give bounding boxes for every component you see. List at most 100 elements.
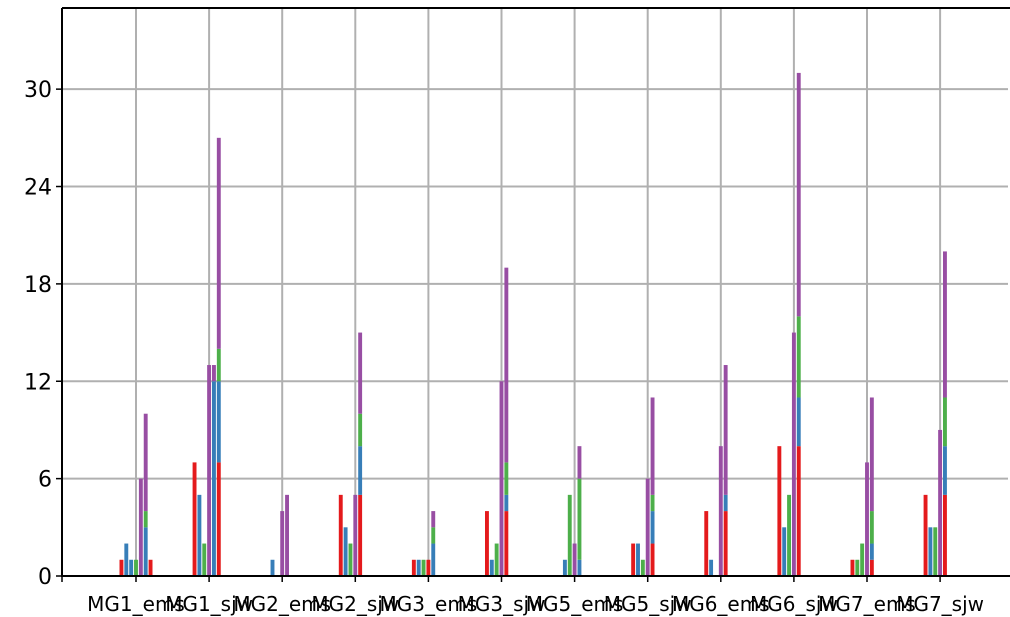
bar-segment	[869, 559, 874, 576]
bar-segment	[650, 511, 655, 544]
y-tick-label: 18	[24, 273, 52, 298]
bar-segment	[358, 332, 363, 414]
y-tick-label: 0	[38, 565, 52, 590]
bar-segment	[650, 397, 655, 495]
bar-segment	[485, 511, 489, 576]
bar-segment	[718, 446, 723, 576]
bar-segment	[640, 559, 645, 576]
bar-segment	[865, 462, 869, 576]
bar-segment	[431, 527, 436, 544]
bar-segment	[777, 446, 782, 576]
x-tick-label: MG3_sjw	[458, 592, 546, 616]
bar-segment	[796, 446, 801, 576]
bar-segment	[577, 446, 582, 479]
bar-segment	[869, 511, 874, 544]
bar-segment	[216, 381, 221, 463]
bar-segment	[494, 543, 499, 576]
bar-segment	[489, 559, 494, 576]
bar-segment	[869, 543, 874, 560]
x-tick-label: MG3_ems	[380, 592, 478, 616]
bar-segment	[723, 365, 728, 495]
labels-layer: 0612182430MG1_emsMG1_sjwMG2_emsMG2_sjwMG…	[24, 78, 984, 616]
bar-segment	[855, 559, 860, 576]
bar-segment	[796, 316, 801, 398]
bar-segment	[645, 478, 650, 576]
x-tick-label: MG6_sjw	[750, 592, 838, 616]
x-tick-label: MG2_sjw	[311, 592, 399, 616]
bar-segment	[704, 511, 709, 576]
bar-segment	[270, 559, 275, 576]
bar-segment	[504, 267, 509, 463]
bars-layer	[119, 72, 947, 576]
x-tick-label: MG5_sjw	[604, 592, 692, 616]
bar-segment	[280, 511, 285, 576]
x-tick-label: MG6_ems	[672, 592, 770, 616]
bar-segment	[143, 413, 148, 512]
bar-segment	[504, 462, 509, 495]
bar-segment	[504, 494, 509, 512]
bar-segment	[285, 494, 289, 576]
bar-segment	[869, 397, 874, 512]
y-tick-label: 6	[38, 468, 52, 493]
bar-segment	[796, 397, 801, 447]
x-tick-label: MG1_ems	[87, 592, 185, 616]
bar-segment	[426, 559, 431, 576]
bar-segment	[353, 494, 358, 576]
x-tick-label: MG7_sjw	[896, 592, 984, 616]
bar-segment	[723, 511, 728, 576]
bar-segment	[143, 527, 148, 576]
bar-segment	[782, 527, 787, 576]
bar-segment	[119, 559, 124, 576]
bar-segment	[631, 543, 636, 576]
bar-segment	[723, 494, 728, 512]
x-tick-label: MG5_ems	[526, 592, 624, 616]
y-tick-label: 30	[24, 78, 52, 103]
bar-segment	[650, 543, 655, 576]
bar-segment	[567, 494, 572, 576]
bar-segment	[431, 543, 436, 576]
bar-segment	[216, 348, 221, 382]
bar-segment	[709, 559, 714, 576]
bar-segment	[928, 527, 933, 576]
axes-layer	[56, 7, 1010, 582]
bar-segment	[197, 494, 202, 576]
bar-segment	[338, 494, 343, 576]
x-tick-label: MG1_sjw	[165, 592, 253, 616]
y-tick-label: 12	[24, 370, 52, 395]
bar-segment	[216, 137, 221, 349]
bar-segment	[358, 446, 363, 495]
bar-segment	[791, 332, 796, 576]
bar-segment	[411, 559, 416, 576]
bar-segment	[504, 511, 509, 576]
bar-segment	[216, 462, 221, 576]
bar-segment	[358, 494, 363, 576]
bar-segment	[134, 559, 138, 576]
bar-segment	[431, 511, 436, 528]
bar-segment	[192, 462, 197, 576]
bar-segment	[923, 494, 928, 576]
bar-segment	[636, 543, 640, 576]
bar-segment	[943, 251, 947, 398]
bar-segment	[572, 543, 577, 576]
bar-segment	[933, 527, 938, 576]
bar-segment	[562, 559, 567, 576]
bar-segment	[796, 72, 801, 317]
y-tick-label: 24	[24, 176, 52, 201]
bar-segment	[343, 527, 348, 576]
bar-segment	[212, 365, 216, 382]
bar-segment	[207, 365, 212, 576]
bar-segment	[358, 413, 363, 447]
bar-segment	[943, 397, 947, 447]
bar-segment	[943, 494, 947, 576]
bar-segment	[577, 478, 582, 560]
bar-segment	[148, 559, 153, 576]
bar-segment	[577, 559, 582, 576]
bar-segment	[138, 478, 143, 576]
bar-segment	[850, 559, 855, 576]
bar-segment	[499, 381, 504, 576]
bar-segment	[787, 494, 791, 576]
bar-segment	[650, 494, 655, 512]
bar-segment	[938, 429, 943, 576]
bar-segment	[129, 559, 134, 576]
